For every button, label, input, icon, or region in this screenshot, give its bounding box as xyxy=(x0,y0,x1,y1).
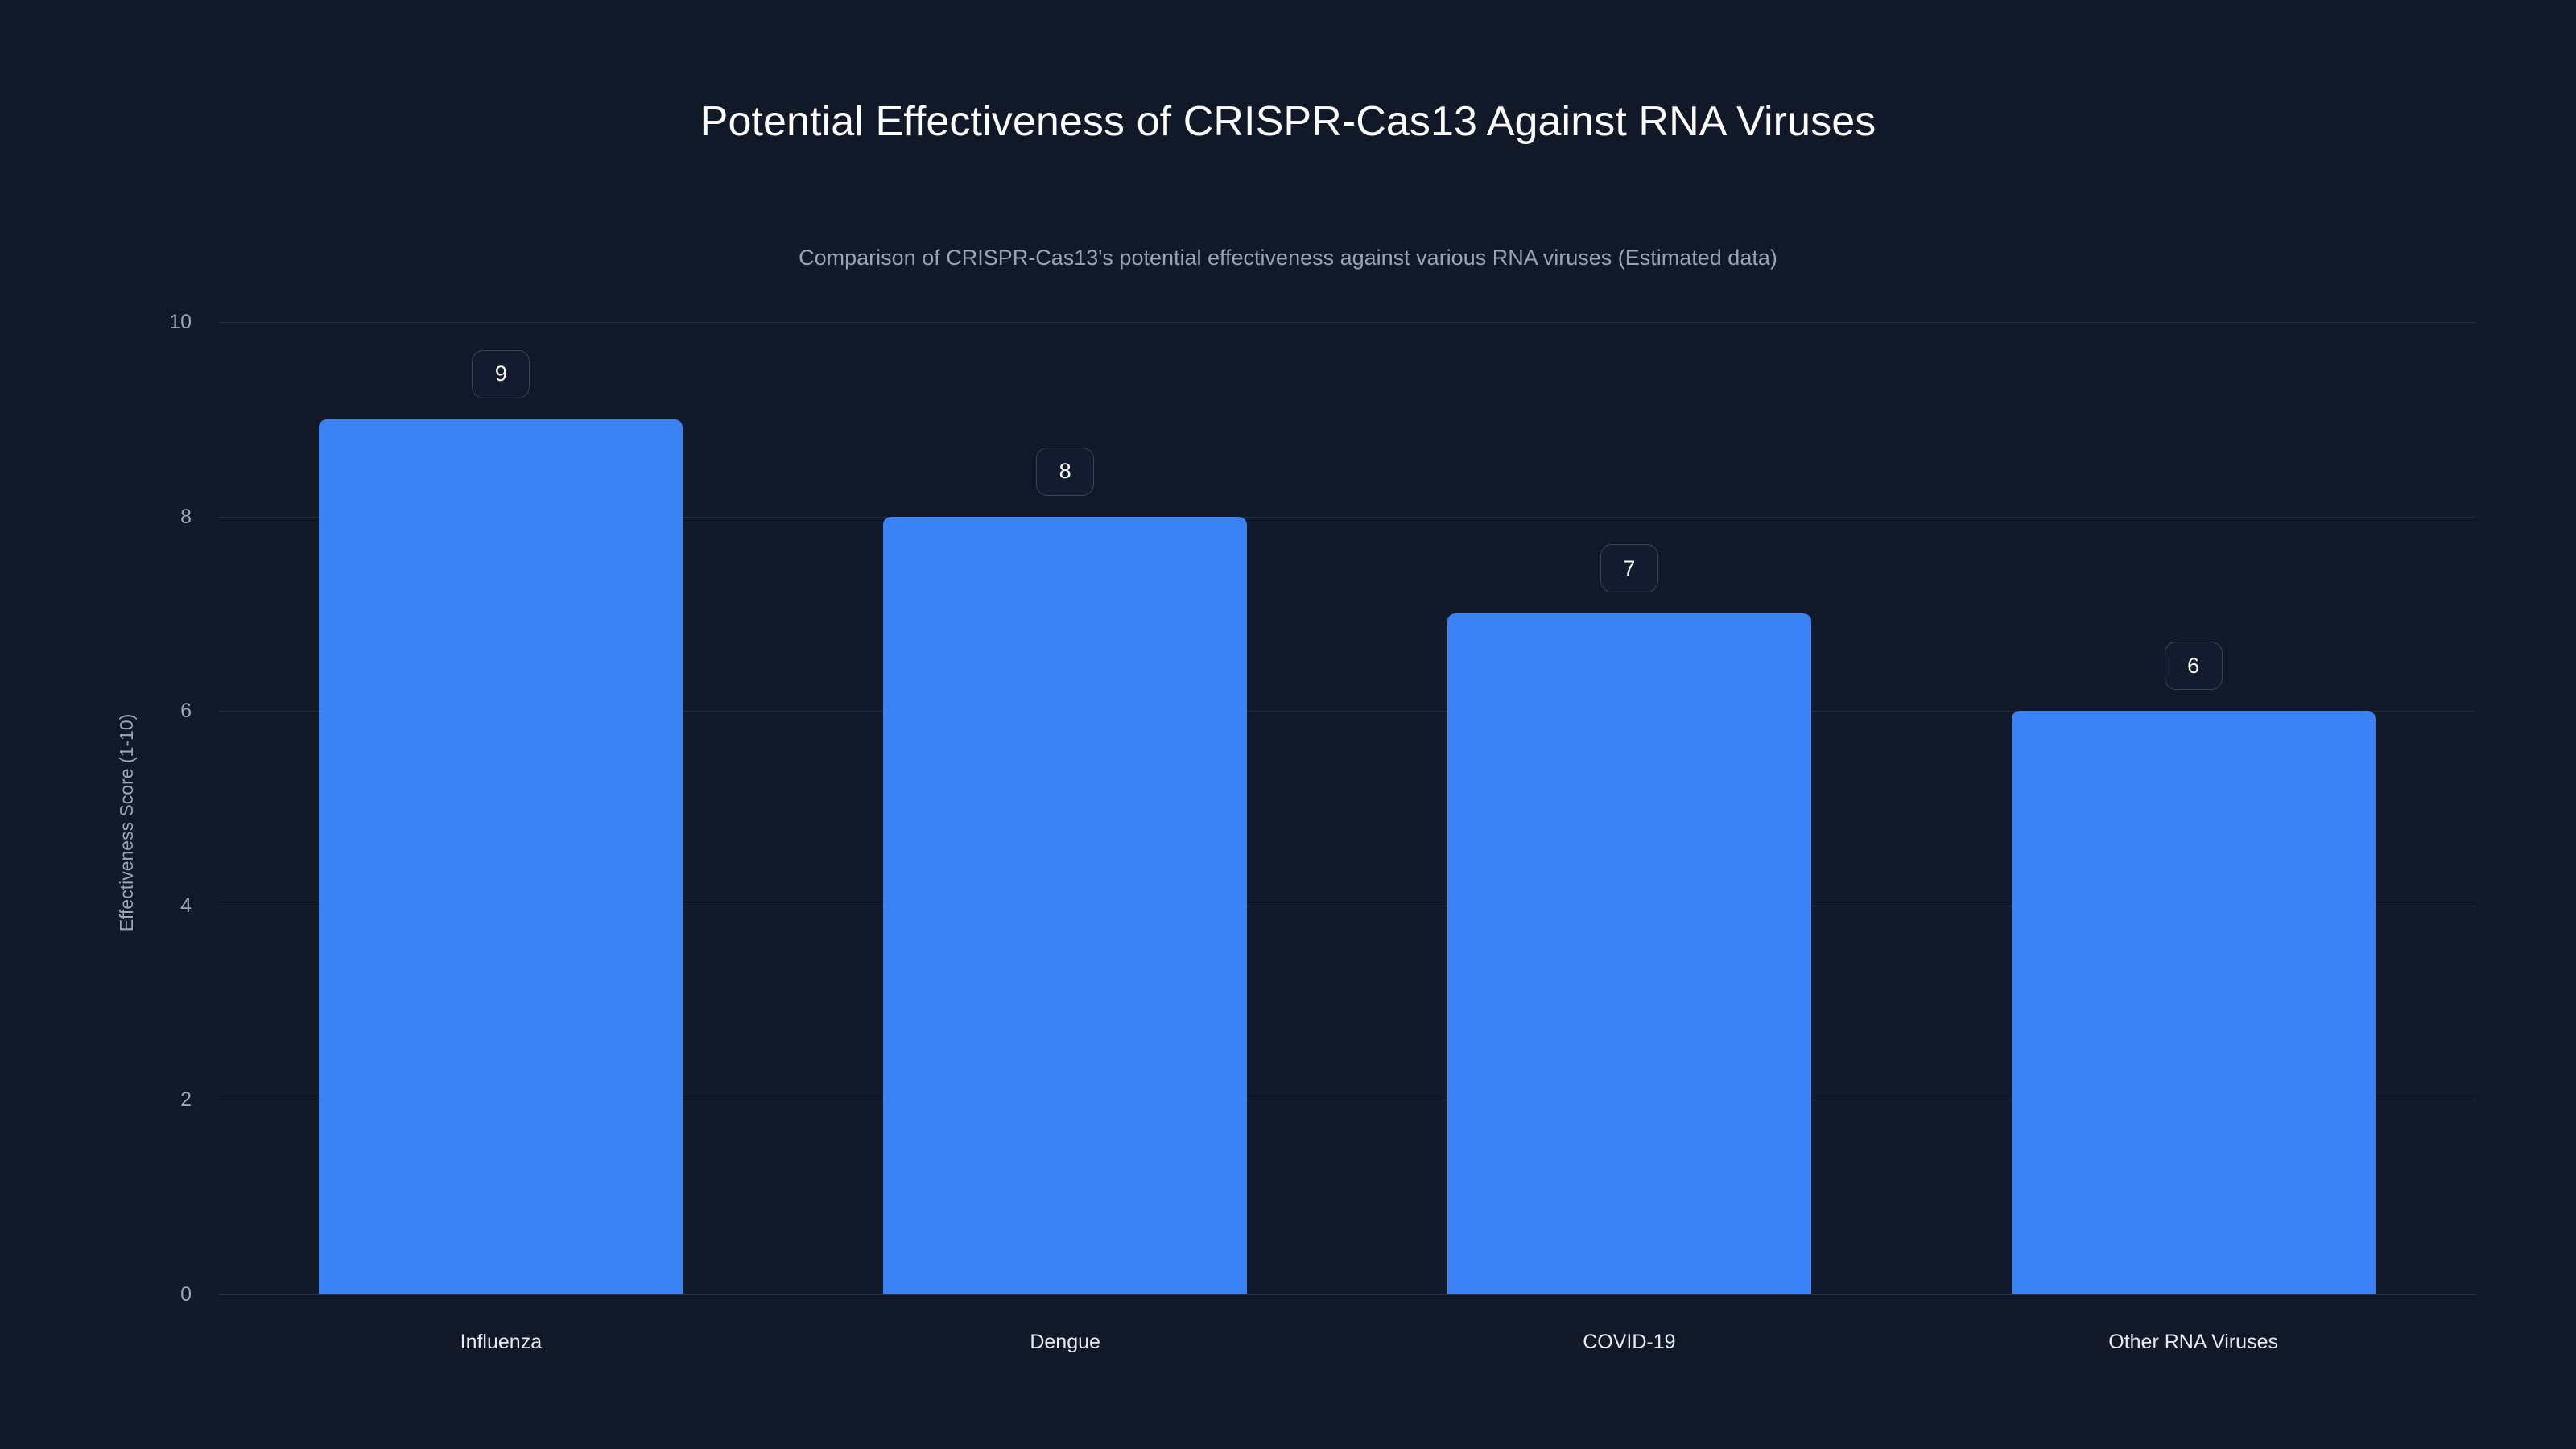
chart-subtitle: Comparison of CRISPR-Cas13's potential e… xyxy=(799,246,1777,270)
chart-title: Potential Effectiveness of CRISPR-Cas13 … xyxy=(700,98,1876,145)
y-axis-tick-label: 2 xyxy=(180,1088,192,1112)
x-axis-tick-label: Other RNA Viruses xyxy=(2108,1331,2278,1353)
gridline xyxy=(219,322,2475,323)
bar[interactable] xyxy=(2011,711,2376,1294)
bar-value-badge: 9 xyxy=(472,349,530,398)
y-axis-tick-label: 10 xyxy=(169,311,192,333)
x-axis-tick-label: Dengue xyxy=(1030,1331,1100,1353)
gridline xyxy=(219,516,2475,518)
x-axis-tick-label: COVID-19 xyxy=(1583,1331,1676,1353)
y-axis-tick-label: 8 xyxy=(180,505,192,528)
gridline xyxy=(219,1294,2475,1295)
gridline xyxy=(219,711,2475,712)
bar-value-badge: 8 xyxy=(1036,447,1095,496)
y-axis-tick-label: 0 xyxy=(180,1283,192,1306)
bar-value-badge: 6 xyxy=(2164,642,2223,691)
bar[interactable] xyxy=(319,419,683,1294)
y-axis-tick-label: 6 xyxy=(180,700,192,723)
plot-area xyxy=(219,322,2475,1295)
bar[interactable] xyxy=(883,516,1248,1294)
y-axis-tick-label: 4 xyxy=(180,894,192,917)
x-axis-tick-label: Influenza xyxy=(460,1331,543,1353)
bar[interactable] xyxy=(1447,613,1811,1294)
bar-value-badge: 7 xyxy=(1600,544,1658,593)
